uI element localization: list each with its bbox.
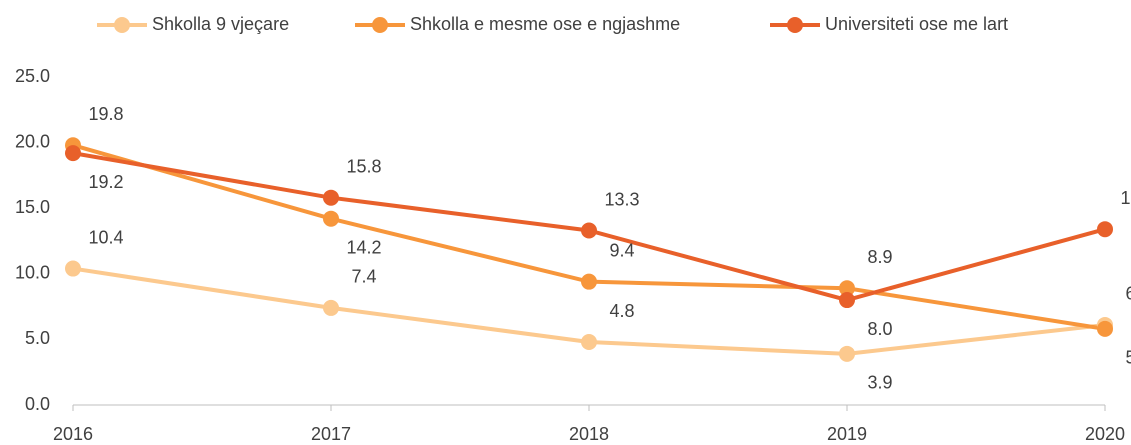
x-tick-label: 2017 bbox=[311, 424, 351, 444]
data-label: 13.4 bbox=[1120, 188, 1131, 208]
data-label: 10.4 bbox=[88, 227, 123, 247]
data-label: 5.8 bbox=[1125, 348, 1131, 368]
point bbox=[65, 260, 81, 277]
y-tick-label: 5.0 bbox=[25, 328, 50, 348]
data-label: 14.2 bbox=[346, 237, 381, 257]
data-label: 6.1 bbox=[1125, 284, 1131, 304]
data-label: 19.2 bbox=[88, 172, 123, 192]
point bbox=[323, 189, 339, 206]
point bbox=[1097, 221, 1113, 238]
data-label: 8.9 bbox=[867, 247, 892, 267]
y-tick-label: 0.0 bbox=[25, 394, 50, 414]
point bbox=[65, 145, 81, 162]
data-label: 9.4 bbox=[609, 240, 634, 260]
point bbox=[581, 273, 597, 290]
legend-marker bbox=[787, 17, 803, 33]
point bbox=[839, 280, 855, 297]
y-tick-label: 20.0 bbox=[15, 131, 50, 151]
point bbox=[581, 222, 597, 239]
data-label: 19.8 bbox=[88, 104, 123, 124]
data-label: 3.9 bbox=[867, 373, 892, 393]
legend-marker bbox=[114, 17, 130, 33]
data-label: 13.3 bbox=[604, 189, 639, 209]
legend-marker bbox=[372, 17, 388, 33]
legend-label: Shkolla e mesme ose e ngjashme bbox=[410, 14, 680, 34]
data-label: 8.0 bbox=[867, 319, 892, 339]
x-tick-label: 2019 bbox=[827, 424, 867, 444]
data-label: 7.4 bbox=[351, 267, 376, 287]
point bbox=[839, 292, 855, 309]
point bbox=[839, 345, 855, 362]
data-label: 15.8 bbox=[346, 156, 381, 176]
point bbox=[323, 210, 339, 227]
x-tick-label: 2018 bbox=[569, 424, 609, 444]
y-tick-label: 25.0 bbox=[15, 66, 50, 86]
x-tick-label: 2016 bbox=[53, 424, 93, 444]
point bbox=[1097, 320, 1113, 337]
legend-label: Shkolla 9 vjeçare bbox=[152, 14, 289, 34]
legend-label: Universiteti ose me lart bbox=[825, 14, 1008, 34]
point bbox=[581, 334, 597, 351]
y-tick-label: 10.0 bbox=[15, 263, 50, 283]
point bbox=[323, 299, 339, 316]
data-label: 4.8 bbox=[609, 301, 634, 321]
x-tick-label: 2020 bbox=[1085, 424, 1125, 444]
y-tick-label: 15.0 bbox=[15, 197, 50, 217]
